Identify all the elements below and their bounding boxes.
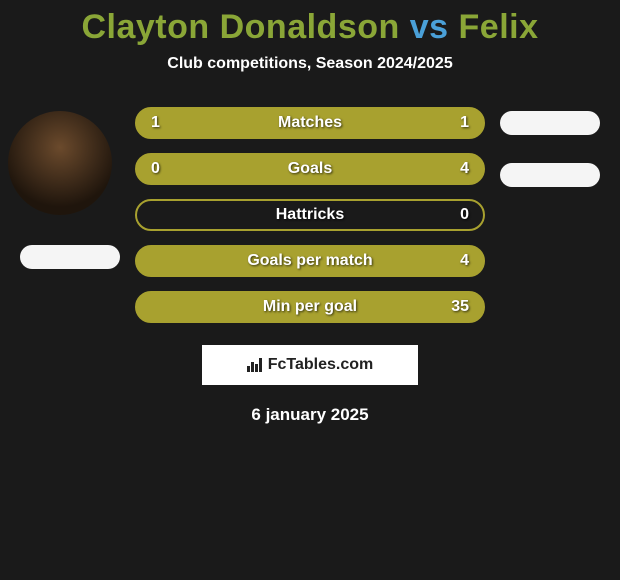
title-player2: Felix <box>459 8 539 46</box>
stat-label: Goals per match <box>247 252 372 270</box>
stat-bar: Goals per match 4 <box>135 245 485 277</box>
stat-value-left: 0 <box>151 160 160 178</box>
player2-name-pill <box>500 163 600 187</box>
player1-name-pill <box>20 245 120 269</box>
stat-value-right: 4 <box>460 160 469 178</box>
player2-avatar-pill <box>500 111 600 135</box>
stat-value-left: 1 <box>151 114 160 132</box>
stat-value-right: 1 <box>460 114 469 132</box>
page-title: Clayton Donaldson vs Felix <box>0 8 620 47</box>
player1-avatar <box>8 111 112 215</box>
stat-value-right: 0 <box>460 206 469 224</box>
stat-value-right: 35 <box>451 298 469 316</box>
stat-bar: Hattricks 0 <box>135 199 485 231</box>
brand-text: FcTables.com <box>268 356 374 374</box>
stat-label: Goals <box>288 160 332 178</box>
date-line: 6 january 2025 <box>0 405 620 425</box>
subtitle: Club competitions, Season 2024/2025 <box>0 55 620 73</box>
comparison-container: Clayton Donaldson vs Felix Club competit… <box>0 0 620 425</box>
stat-bar: 1 Matches 1 <box>135 107 485 139</box>
brand-box: FcTables.com <box>202 345 418 385</box>
title-vs: vs <box>410 8 449 46</box>
stat-label: Hattricks <box>276 206 344 224</box>
stat-bar: Min per goal 35 <box>135 291 485 323</box>
stat-label: Min per goal <box>263 298 357 316</box>
stat-bar: 0 Goals 4 <box>135 153 485 185</box>
content-area: 1 Matches 1 0 Goals 4 Hattricks 0 Goals per matc… <box>0 103 620 425</box>
title-player1: Clayton Donaldson <box>81 8 399 46</box>
stat-bars: 1 Matches 1 0 Goals 4 Hattricks 0 Goals per matc… <box>135 103 485 323</box>
brand-chart-icon <box>247 358 262 372</box>
stat-value-right: 4 <box>460 252 469 270</box>
stat-label: Matches <box>278 114 342 132</box>
